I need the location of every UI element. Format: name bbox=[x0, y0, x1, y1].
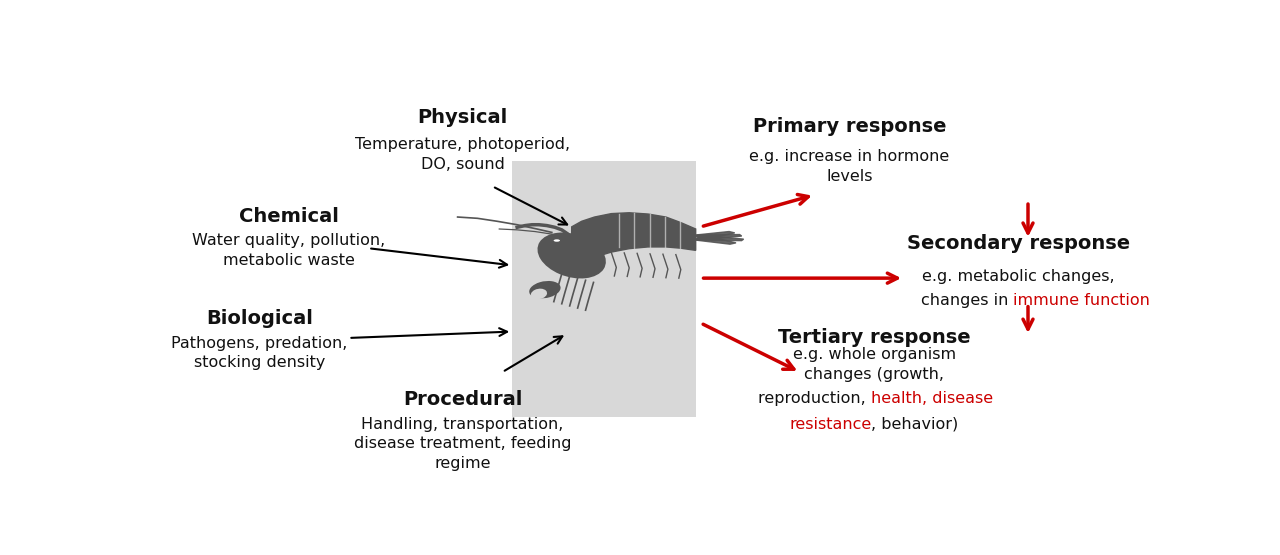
Text: Biological: Biological bbox=[206, 309, 312, 328]
Text: Physical: Physical bbox=[417, 108, 508, 128]
Text: Secondary response: Secondary response bbox=[906, 234, 1130, 254]
Text: reproduction,: reproduction, bbox=[758, 391, 872, 406]
Polygon shape bbox=[572, 213, 696, 270]
Ellipse shape bbox=[531, 289, 547, 299]
Text: Tertiary response: Tertiary response bbox=[778, 329, 970, 347]
Text: immune function: immune function bbox=[1014, 293, 1149, 308]
Ellipse shape bbox=[529, 281, 561, 299]
Polygon shape bbox=[696, 235, 744, 241]
Text: e.g. metabolic changes,: e.g. metabolic changes, bbox=[922, 269, 1115, 284]
Text: Pathogens, predation,
stocking density: Pathogens, predation, stocking density bbox=[172, 336, 347, 370]
Text: Temperature, photoperiod,
DO, sound: Temperature, photoperiod, DO, sound bbox=[355, 137, 570, 171]
Ellipse shape bbox=[538, 233, 605, 279]
Ellipse shape bbox=[553, 239, 561, 243]
Polygon shape bbox=[692, 235, 736, 244]
Text: e.g. whole organism
changes (growth,: e.g. whole organism changes (growth, bbox=[792, 347, 956, 382]
Polygon shape bbox=[696, 235, 741, 240]
Text: health, disease: health, disease bbox=[872, 391, 993, 406]
Text: e.g. increase in hormone
levels: e.g. increase in hormone levels bbox=[749, 149, 950, 184]
Polygon shape bbox=[692, 231, 735, 240]
FancyBboxPatch shape bbox=[512, 160, 696, 417]
Text: Chemical: Chemical bbox=[239, 206, 339, 226]
Text: changes in: changes in bbox=[920, 293, 1014, 308]
Text: Handling, transportation,
disease treatment, feeding
regime: Handling, transportation, disease treatm… bbox=[353, 417, 571, 471]
Text: , behavior): , behavior) bbox=[872, 417, 959, 432]
Text: Water quality, pollution,
metabolic waste: Water quality, pollution, metabolic wast… bbox=[192, 233, 385, 268]
Text: Primary response: Primary response bbox=[753, 117, 946, 136]
Text: resistance: resistance bbox=[788, 417, 872, 432]
Text: Procedural: Procedural bbox=[403, 390, 522, 410]
